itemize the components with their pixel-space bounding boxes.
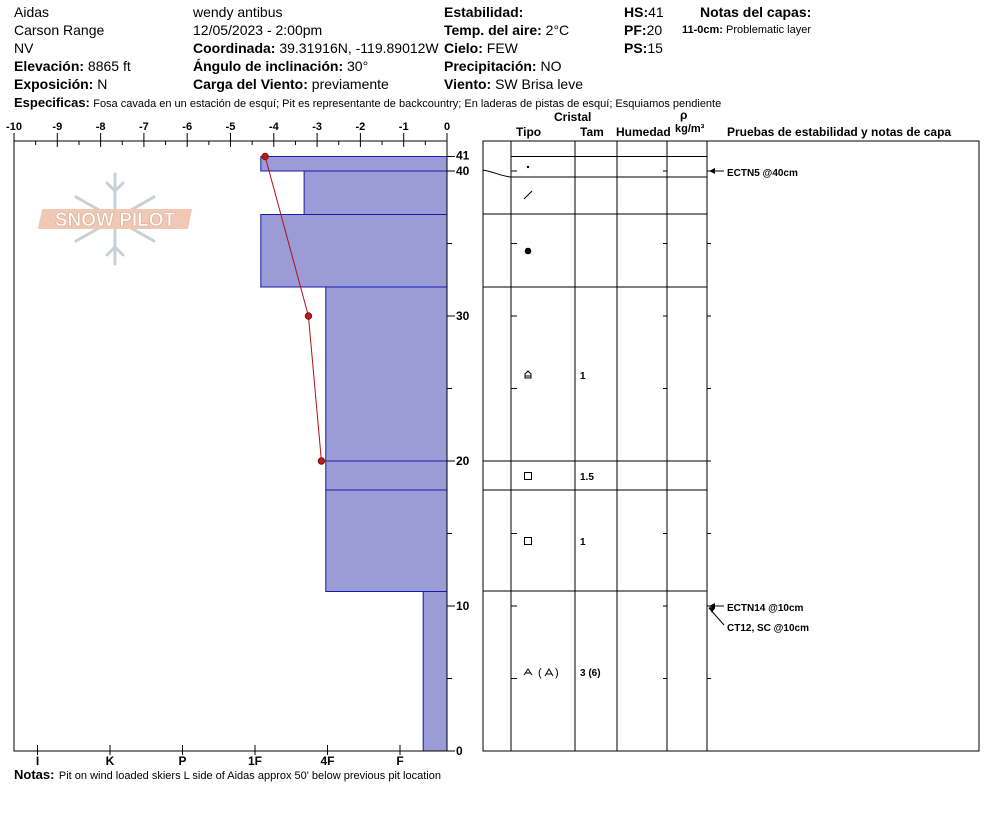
hardness-tick-label: P: [178, 754, 186, 768]
density-symbol: ρ: [680, 108, 688, 122]
notes: Notas: Pit on wind loaded skiers L side …: [14, 767, 441, 782]
temp-tick-label: -4: [269, 121, 280, 133]
faceted-crystal-icon: [524, 472, 532, 480]
air-temp: Temp. del aire: 2°C: [444, 22, 570, 38]
test-arrowhead: [709, 168, 715, 174]
wind: Viento: SW Brisa leve: [444, 76, 584, 92]
sky: Cielo: FEW: [444, 40, 518, 56]
temp-tick-label: -9: [52, 121, 62, 133]
temp-tick-label: -1: [399, 121, 409, 133]
crystal-size: 1.5: [580, 472, 594, 483]
temp-tick-label: -5: [226, 121, 236, 133]
slope-angle: Ángulo de inclinación: 30°: [193, 58, 369, 74]
depth-tick-label: 0: [456, 744, 463, 758]
hardness-bar: [325, 489, 448, 592]
hardness-bar: [260, 156, 448, 172]
logo-text: SNOW PILOT: [55, 210, 176, 231]
stability-test-label: CT12, SC @10cm: [727, 623, 809, 634]
hardness-bar: [260, 214, 448, 288]
elevation: Elevación: 8865 ft: [14, 58, 131, 74]
hardness-tick-label: 1F: [248, 754, 262, 768]
location: Aidas: [14, 4, 50, 20]
pf-value: PF:20: [624, 22, 663, 38]
snowpilot-logo: SNOW PILOT: [37, 172, 193, 266]
layer-note: 11-0cm: Problematic layer: [682, 24, 812, 36]
stability-test-label: ECTN14 @10cm: [727, 603, 804, 614]
hardness-bar: [303, 170, 448, 215]
temp-tick-label: -3: [312, 121, 322, 133]
secondary-crystal-close: ): [555, 667, 559, 679]
layer-connector: [482, 169, 512, 178]
density-unit: kg/m³: [675, 123, 705, 135]
hs-value: HS:41: [624, 4, 664, 20]
depth-tick-label: 30: [456, 309, 470, 323]
datetime: 12/05/2023 - 2:00pm: [193, 22, 323, 38]
crystal-size: 1: [580, 371, 586, 382]
aspect: Exposición: N: [14, 76, 108, 92]
observer: wendy antibus: [193, 4, 283, 20]
stability-test-label: ECTN5 @40cm: [727, 168, 798, 179]
hardness-tick-label: K: [106, 754, 115, 768]
temp-tick-label: -7: [139, 121, 149, 133]
crystal-header: Cristal: [554, 110, 592, 124]
faceted-crystal-icon: [524, 537, 532, 545]
wind-loading: Carga del Viento: previamente: [193, 76, 389, 92]
tests-header: Pruebas de estabilidad y notas de capa: [727, 125, 952, 139]
layer-table-frame: [482, 140, 980, 752]
temp-tick-label: -10: [6, 121, 22, 133]
precipitation: Precipitación: NO: [444, 58, 562, 74]
faceted-rounded-icon: [524, 370, 532, 379]
hardness-tick-label: 4F: [320, 754, 334, 768]
decomposing-crystal-icon: [523, 190, 533, 200]
temp-tick-label: -6: [182, 121, 192, 133]
rounded-grain-icon: [524, 247, 532, 255]
moisture-header: Humedad: [616, 125, 671, 139]
type-header: Tipo: [516, 125, 542, 139]
precip-particle-icon: [526, 165, 530, 169]
depth-tick-label: 20: [456, 454, 470, 468]
crystal-size: 3 (6): [580, 668, 601, 679]
test-arrowhead: [709, 603, 715, 609]
crystal-size: 1: [580, 537, 586, 548]
coordinates: Coordinada: 39.31916N, -119.89012W: [193, 40, 439, 56]
range: Carson Range: [14, 22, 105, 38]
temp-tick-label: -8: [96, 121, 106, 133]
depth-hoar-icon: [523, 668, 533, 676]
layer-notes-label: Notas del capas:: [700, 4, 812, 20]
temperature-point: [261, 152, 269, 161]
secondary-crystal-open: (: [538, 667, 542, 679]
hardness-bar: [325, 460, 448, 491]
test-arrowhead: [709, 607, 715, 613]
hardness-tick-label: I: [36, 754, 39, 768]
depth-tick-label: 10: [456, 599, 470, 613]
hardness-bar: [422, 591, 448, 752]
stability-label: Estabilidad:: [444, 4, 524, 20]
temp-tick-label: -2: [356, 121, 366, 133]
ps-value: PS:15: [624, 40, 663, 56]
secondary-depth-hoar-icon: [544, 667, 554, 677]
temp-tick-label: 0: [444, 121, 450, 133]
depth-tick-label: 41: [456, 149, 470, 163]
state: NV: [14, 40, 34, 56]
hardness-tick-label: F: [396, 754, 403, 768]
hardness-bar: [325, 286, 448, 462]
temperature-point: [304, 312, 313, 320]
temperature-point: [317, 457, 326, 465]
specifics: Especificas: Fosa cavada en un estación …: [14, 95, 722, 110]
depth-tick-label: 40: [456, 164, 470, 178]
size-header: Tam: [580, 125, 604, 139]
